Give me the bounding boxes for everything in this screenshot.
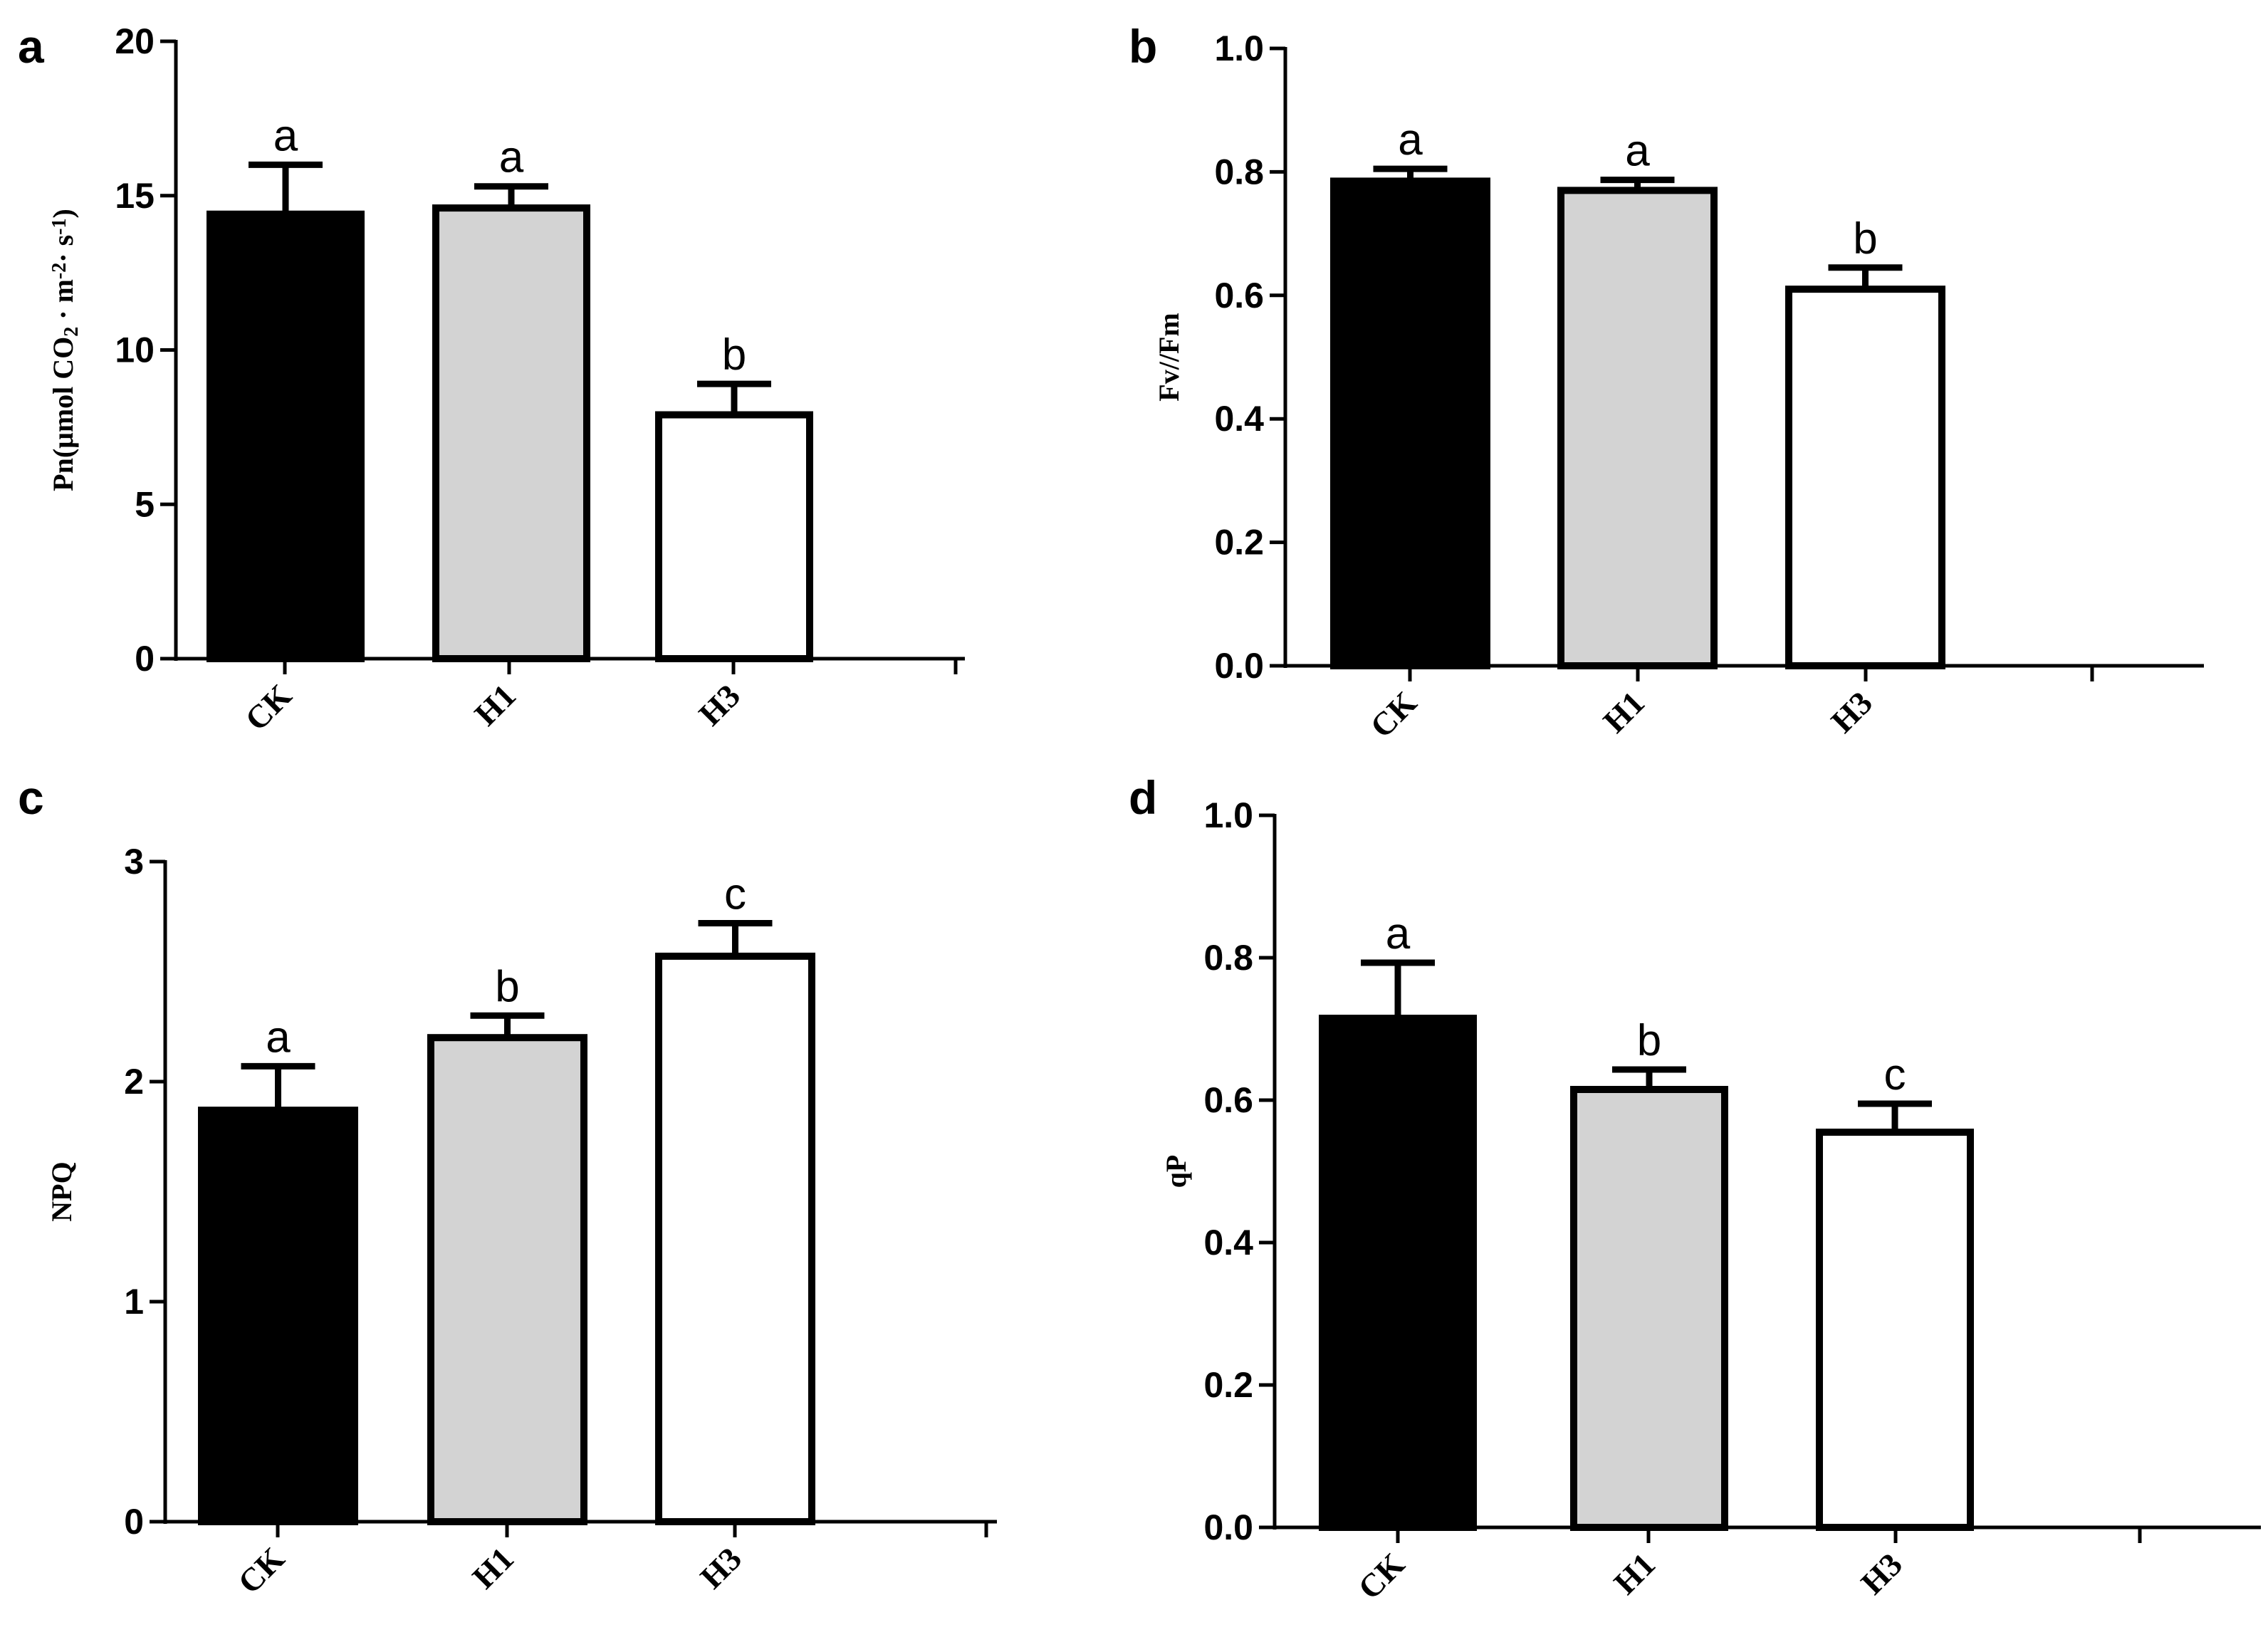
y-tick-label: 0.2 [1214, 523, 1264, 563]
x-tick-label: H1 [1596, 684, 1651, 740]
bar-ck [1319, 1015, 1477, 1531]
y-axis-label: Fv//Fm [1153, 313, 1185, 401]
panel-c: c a b c 0 1 2 3 CK H1 H3 NPQ [18, 771, 997, 1601]
y-axis-label: qP [1160, 1155, 1192, 1188]
y-axis-label-part: 2 [61, 327, 83, 337]
bar-h1 [427, 1034, 587, 1525]
x-tick-label: H3 [1824, 684, 1879, 740]
y-tick-label: 15 [115, 176, 155, 216]
y-tick-label: 20 [115, 21, 155, 61]
significance-label: a [1386, 909, 1411, 958]
bar-h1 [432, 204, 590, 662]
bar-h3 [1785, 286, 1945, 669]
significance-label: b [495, 962, 519, 1011]
significance-label: a [273, 111, 298, 160]
significance-label: a [266, 1013, 291, 1062]
bar-h3 [655, 411, 813, 662]
y-tick-label: 1.0 [1203, 795, 1253, 835]
x-tick-label: CK [1363, 684, 1423, 745]
x-tick-label: CK [1351, 1546, 1411, 1606]
y-axis-label-part: ) [47, 209, 79, 218]
y-tick-label: 2 [124, 1062, 144, 1102]
y-tick-label: 0.2 [1203, 1365, 1253, 1405]
significance-label: b [1637, 1016, 1661, 1065]
significance-label: c [724, 870, 746, 919]
y-tick-label: 0 [135, 639, 155, 679]
y-tick-label: 5 [135, 484, 155, 524]
bar-h3 [1816, 1129, 1974, 1531]
panel-a: a a a b 0 5 10 15 20 CK H1 H3 Pn(μmol CO2 · m-2· s-1… [18, 20, 965, 738]
x-tick-label: H1 [465, 1540, 521, 1596]
y-axis-label-part: -2 [48, 263, 70, 279]
y-axis-label-part: Pn(μmol CO [47, 337, 79, 491]
x-tick-label: CK [238, 677, 298, 738]
panel-letter: c [18, 771, 44, 824]
panel-b: b a a b 0.0 0.2 0.4 0.6 0.8 1.0 CK H1 H3 Fv//Fm [1129, 20, 2204, 745]
significance-label: a [499, 133, 524, 182]
x-tick-label: H1 [467, 677, 523, 733]
panel-letter: b [1129, 20, 1157, 73]
y-axis-label: Pn(μmol CO2 · m-2· s-1) [47, 209, 83, 491]
y-tick-label: 10 [115, 330, 155, 370]
bar-h1 [1557, 187, 1718, 670]
y-tick-label: 3 [124, 842, 144, 882]
y-tick-label: 0.6 [1214, 276, 1264, 315]
bar-ck [1330, 177, 1490, 669]
y-tick-label: 1.0 [1214, 28, 1264, 68]
y-tick-label: 0 [124, 1502, 144, 1542]
significance-label: c [1884, 1050, 1906, 1099]
significance-label: b [1853, 214, 1877, 263]
panel-d: d a b c 0.0 0.2 0.4 0.6 0.8 1.0 CK H1 H3 qP [1129, 771, 2261, 1606]
y-axis-label-part: · m [47, 279, 79, 327]
y-tick-label: 0.0 [1203, 1507, 1253, 1547]
panel-letter: d [1129, 771, 1157, 824]
y-axis-label: NPQ [46, 1161, 78, 1221]
x-tick-label: H3 [691, 677, 747, 733]
bar-ck [207, 210, 365, 662]
significance-label: a [1625, 127, 1650, 176]
y-tick-label: 0.8 [1214, 152, 1264, 192]
bar-h1 [1570, 1086, 1728, 1531]
y-axis-label-part: -1 [48, 218, 70, 234]
bar-ck [198, 1107, 358, 1526]
bar-h3 [655, 952, 815, 1525]
y-axis-label-part: · s [47, 235, 79, 263]
significance-label: b [722, 330, 746, 380]
x-tick-label: H1 [1606, 1546, 1662, 1601]
y-tick-label: 1 [124, 1282, 144, 1322]
x-tick-label: CK [231, 1540, 291, 1601]
y-tick-label: 0.8 [1203, 938, 1253, 978]
y-tick-label: 0.0 [1214, 646, 1264, 686]
y-tick-label: 0.4 [1203, 1223, 1253, 1262]
panel-letter: a [18, 20, 45, 73]
x-tick-label: H3 [1854, 1546, 1909, 1601]
y-tick-label: 0.4 [1214, 399, 1264, 439]
significance-label: a [1398, 115, 1423, 164]
x-tick-label: H3 [693, 1540, 748, 1596]
y-tick-label: 0.6 [1203, 1080, 1253, 1120]
